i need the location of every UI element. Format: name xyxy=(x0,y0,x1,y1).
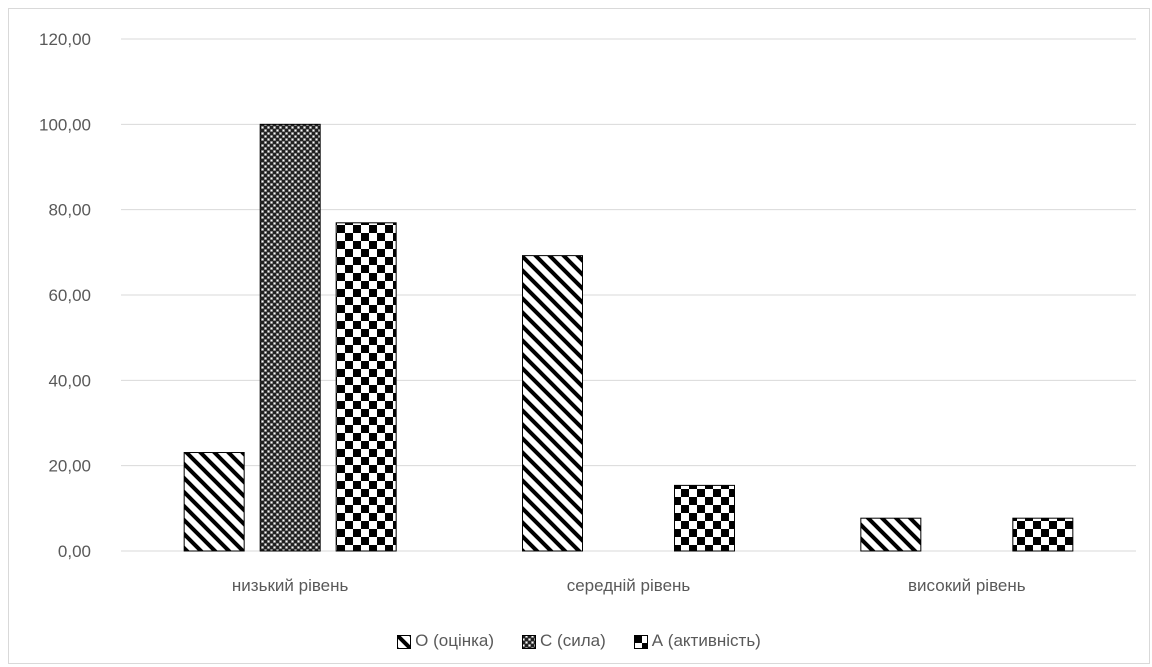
bar-a xyxy=(335,222,397,552)
y-tick-label: 100,00 xyxy=(39,115,91,134)
bars xyxy=(183,123,1074,552)
x-category-label: високий рівень xyxy=(908,576,1026,595)
bar-a xyxy=(1012,517,1074,552)
x-axis-categories: низький рівень середній рівень високий рів… xyxy=(232,576,1026,595)
legend-swatch-c xyxy=(522,634,537,649)
y-tick-label: 0,00 xyxy=(58,542,91,561)
bar-o xyxy=(522,255,583,552)
legend: О (оцінка) С (сила) А (активність) xyxy=(9,631,1149,651)
bar-c xyxy=(259,123,321,552)
x-category-label: низький рівень xyxy=(232,576,349,595)
x-category-label: середній рівень xyxy=(567,576,691,595)
bar-o xyxy=(183,452,245,552)
legend-swatch-a xyxy=(633,634,648,649)
y-tick-label: 80,00 xyxy=(48,201,91,220)
legend-label-c: С (сила) xyxy=(540,631,606,650)
legend-item-a: А (активність) xyxy=(633,631,761,651)
bar-chart: 0,00 20,00 40,00 60,00 80,00 100,00 120,00 низ… xyxy=(39,30,1136,595)
legend-item-o: О (оцінка) xyxy=(397,631,494,651)
y-tick-label: 120,00 xyxy=(39,30,91,49)
bar-a xyxy=(674,484,735,552)
legend-label-a: А (активність) xyxy=(651,631,761,650)
y-tick-label: 60,00 xyxy=(48,286,91,305)
bar-o xyxy=(860,517,922,552)
legend-label-o: О (оцінка) xyxy=(415,631,495,650)
y-axis-ticks: 0,00 20,00 40,00 60,00 80,00 100,00 120,00 xyxy=(39,30,91,561)
y-tick-label: 20,00 xyxy=(48,457,91,476)
legend-item-c: С (сила) xyxy=(522,631,606,651)
chart-frame: 0,00 20,00 40,00 60,00 80,00 100,00 120,00 низ… xyxy=(8,8,1150,664)
y-tick-label: 40,00 xyxy=(48,371,91,390)
legend-swatch-o xyxy=(397,634,412,649)
